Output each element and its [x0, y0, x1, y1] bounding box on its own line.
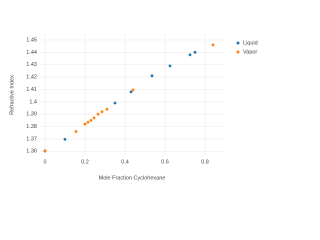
point	[96, 112, 100, 116]
y-tick-label: 1.42	[26, 75, 37, 81]
point	[92, 116, 96, 120]
y-tick-label: 1.4	[29, 99, 37, 105]
point	[100, 110, 104, 114]
point	[129, 90, 133, 94]
point	[63, 137, 67, 141]
y-tick-label: 1.43	[26, 62, 37, 68]
x-tick-label: 0	[43, 159, 46, 165]
point	[89, 118, 93, 122]
y-tick-label: 1.39	[26, 112, 37, 118]
point	[188, 53, 192, 57]
y-tick-label: 1.45	[26, 37, 37, 43]
x-axis-title: Mole Fraction Cyclohexane	[99, 175, 166, 181]
y-axis-title: Refractive Index	[9, 75, 15, 115]
point	[83, 122, 87, 126]
point	[168, 64, 172, 68]
legend-label: Liquid	[243, 40, 258, 46]
y-tick-label: 1.41	[26, 87, 37, 93]
point	[86, 120, 90, 124]
y-tick-label: 1.38	[26, 124, 37, 130]
y-tick-label: 1.44	[26, 50, 37, 56]
point	[193, 50, 197, 54]
x-tick-label: 0.2	[81, 159, 89, 165]
legend-marker	[236, 41, 240, 45]
chart: Mole Fraction Cyclohexane Refractive Ind…	[9, 35, 258, 181]
y-tick-label: 1.36	[26, 149, 37, 155]
point	[113, 101, 117, 105]
point	[43, 149, 47, 153]
point	[131, 88, 135, 92]
point	[105, 107, 109, 111]
point	[150, 74, 154, 78]
point	[74, 130, 78, 133]
x-tick-label: 0.8	[201, 159, 209, 165]
x-tick-label: 0.6	[161, 159, 169, 165]
point	[211, 43, 215, 47]
legend-label: Vapor	[243, 49, 257, 55]
legend-marker	[236, 50, 240, 54]
y-tick-label: 1.37	[26, 136, 37, 142]
x-tick-label: 0.4	[121, 159, 129, 165]
